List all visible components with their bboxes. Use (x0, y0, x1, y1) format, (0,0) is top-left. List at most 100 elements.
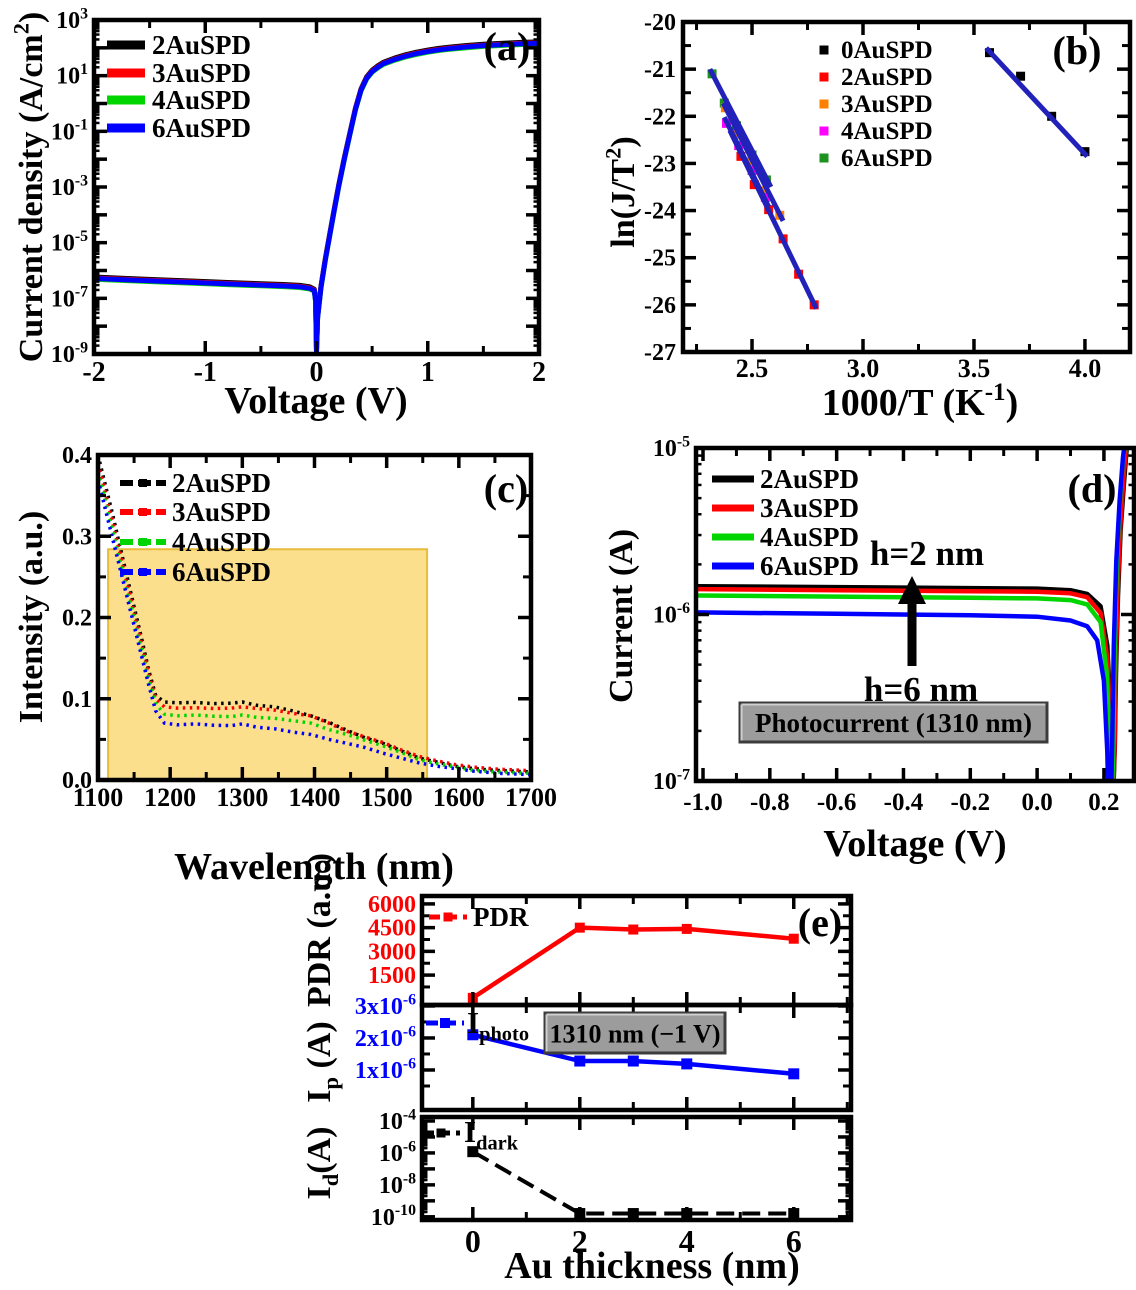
legend-marker (436, 1128, 446, 1138)
marker-Iphoto (574, 1055, 586, 1067)
legend-marker (139, 568, 147, 576)
y-tick-label: -27 (644, 340, 676, 366)
y-tick-label: 0.2 (62, 606, 92, 632)
y-tick-label: 4500 (368, 916, 416, 942)
y-tick-label: 10-5 (51, 228, 88, 257)
svg-text:1310 nm (−1 V): 1310 nm (−1 V) (549, 1019, 720, 1048)
y-tick-label: 10-7 (51, 284, 88, 313)
panel-letter: (d) (1068, 466, 1117, 511)
x-tick-label: 1300 (216, 783, 268, 812)
y-tick-label: 1500 (368, 963, 416, 989)
panel-e2: 1x10-6 2x10-6 3x10-6 Ip (A) Iphoto 1310 nm (−… (301, 991, 854, 1113)
series-fit-2AuSPD (727, 129, 819, 310)
y-tick-label: -22 (644, 104, 676, 130)
h2-label: h=2 nm (870, 534, 984, 573)
svg-text:3AuSPD: 3AuSPD (841, 91, 933, 118)
x-tick-label: -1 (194, 357, 217, 388)
series-PDR (471, 925, 795, 1000)
y-tick-label: 10-6 (379, 1138, 416, 1167)
y-tick-label: 10-5 (653, 433, 690, 462)
photocurrent-box: Photocurrent (1310 nm) (738, 701, 1049, 744)
x-tick-label: 0 (310, 357, 324, 388)
y-axis-title: Intensity (a.u.) (13, 511, 50, 724)
x-tick-label: 2 (532, 357, 546, 388)
x-tick-label: -0.2 (951, 789, 991, 816)
panel-letter: (b) (1053, 28, 1102, 73)
series-fit-0AuSPD (984, 46, 1090, 159)
series-Idark (471, 1149, 794, 1216)
y-tick-label: 3000 (368, 939, 416, 965)
x-tick-label: 0.2 (1088, 789, 1119, 816)
x-tick-label: 6 (786, 1223, 802, 1259)
svg-text:4AuSPD: 4AuSPD (841, 118, 933, 145)
panel-a: -2 -1 0 1 2 103 101 10-1 10-3 10-5 10-7 10-9Current… (8, 5, 546, 422)
x-tick-label: 0.0 (1021, 789, 1052, 816)
x-tick-label: 3.0 (847, 354, 880, 383)
idark-label: Idark (464, 1114, 519, 1154)
panel-d: -1.0 -0.8 -0.6 -0.4 -0.2 0.0 0.2 10-5 10-6 10-7 Cu… (603, 433, 1136, 865)
x-tick-label: 1600 (433, 783, 485, 812)
y-tick-label: 3x10-6 (355, 991, 416, 1020)
y-axis-title: Current (A) (603, 529, 640, 703)
y-tick-label: -20 (644, 10, 676, 36)
marker-PDR (628, 924, 639, 935)
y-tick-label: -26 (644, 293, 676, 319)
y-tick-label: 0.3 (62, 524, 92, 550)
svg-text:6AuSPD: 6AuSPD (152, 113, 251, 143)
svg-text:2AuSPD: 2AuSPD (841, 64, 933, 91)
y-tick-label: 101 (56, 61, 88, 90)
y-tick-label: 0.1 (62, 687, 92, 713)
axes-frame (419, 1002, 854, 1113)
x-axis-title: Voltage (V) (224, 380, 407, 422)
legend-marker (819, 45, 829, 55)
y-axis-title: Current density (A/cm2) (8, 12, 50, 363)
svg-text:PDR: PDR (473, 902, 529, 932)
y-tick-label: -24 (644, 199, 676, 225)
legend-marker (139, 538, 147, 546)
x-tick-label: 1700 (505, 783, 557, 812)
svg-text:3AuSPD: 3AuSPD (172, 497, 271, 527)
svg-text:6AuSPD: 6AuSPD (172, 557, 271, 587)
x-axis-title: Voltage (V) (823, 823, 1006, 865)
svg-text:3AuSPD: 3AuSPD (152, 58, 251, 88)
x-tick-label: 2.5 (736, 354, 769, 383)
y-tick-label: 6000 (368, 892, 416, 918)
x-axis-title: 1000/T (K-1) (822, 379, 1018, 424)
legend-marker (819, 126, 829, 136)
legend-marker (440, 1018, 450, 1028)
x-tick-label: 1 (421, 357, 435, 388)
y-tick-label: -23 (644, 151, 676, 177)
y-tick-label: 10-10 (371, 1202, 416, 1231)
marker-Idark (467, 1146, 479, 1158)
marker-Iphoto (681, 1058, 693, 1070)
legend-marker (819, 72, 829, 82)
panel-c: 1100 1200 1300 1400 1500 1600 1700 0.0 0.1 0.2 0.3… (13, 443, 557, 888)
legend-marker (139, 508, 147, 516)
marker-Iphoto (788, 1068, 800, 1080)
marker-3AuSPD (759, 186, 769, 196)
y-tick-label: 1x10-6 (355, 1055, 416, 1084)
svg-text:Photocurrent (1310 nm): Photocurrent (1310 nm) (755, 708, 1032, 738)
y-tick-label: 0.4 (62, 443, 92, 469)
panel-letter: (a) (484, 24, 531, 69)
legend-marker (443, 912, 453, 922)
y-axis-title: ln(J/T2) (600, 136, 642, 247)
series-6AuSPD (94, 40, 539, 354)
panel-letter: (e) (798, 900, 842, 945)
x-tick-label: -0.6 (817, 789, 857, 816)
y-tick-label: 10-7 (653, 766, 690, 795)
marker-0AuSPD (1016, 71, 1026, 81)
y-axis-title: PDR (a.u.) (301, 853, 338, 1007)
svg-text:0AuSPD: 0AuSPD (841, 37, 933, 64)
panel-e3: 0 2 4 6 10-4 10-6 10-8 10-10 Id(A) Au thickness (… (301, 1106, 854, 1287)
x-tick-label: 0 (465, 1223, 481, 1259)
svg-text:6AuSPD: 6AuSPD (841, 145, 933, 172)
y-tick-label: 10-4 (379, 1106, 416, 1135)
x-tick-label: 1200 (144, 783, 196, 812)
svg-text:2AuSPD: 2AuSPD (152, 30, 251, 60)
svg-text:4AuSPD: 4AuSPD (172, 527, 271, 557)
y-tick-label: 0.0 (62, 768, 92, 794)
panel-letter: (c) (484, 466, 528, 511)
x-tick-label: 2 (572, 1223, 588, 1259)
